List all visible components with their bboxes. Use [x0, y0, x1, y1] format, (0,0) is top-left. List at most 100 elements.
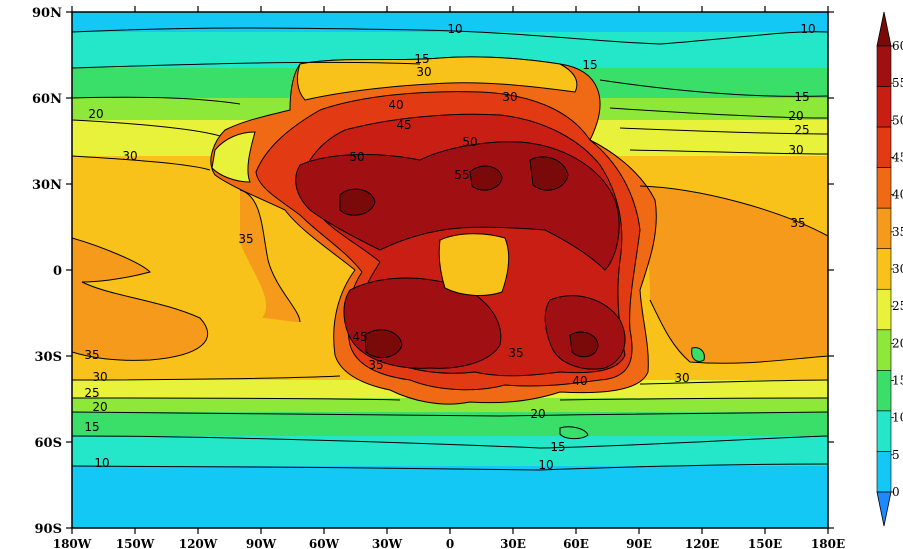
contour-35-central — [239, 189, 301, 323]
contour-label: 35 — [790, 216, 805, 230]
colorbar-arrow-bottom — [876, 491, 892, 527]
contour-label: 30 — [122, 149, 137, 163]
band-cyan-south — [72, 466, 828, 528]
inland-lake — [438, 233, 510, 296]
contour-25-south — [72, 397, 828, 401]
coast-fringe-west — [211, 131, 256, 183]
contour-label: 25 — [84, 386, 99, 400]
contour-label: 20 — [92, 400, 107, 414]
colorbar-label: 15 — [892, 374, 903, 388]
lat-tick-label: 30N — [32, 178, 62, 193]
contour-15-south — [72, 435, 828, 449]
colorbar-segment — [876, 86, 892, 128]
contour-label: 35 — [84, 348, 99, 362]
contour-label: 25 — [794, 123, 809, 137]
contour-label: 15 — [84, 420, 99, 434]
contour-label: 35 — [368, 358, 383, 372]
lon-tick-label: 120E — [685, 537, 719, 549]
contour-label: 35 — [508, 346, 523, 360]
colorbar-segment — [876, 167, 892, 209]
coast-fringe-north — [296, 56, 578, 101]
contour-label: 30 — [788, 143, 803, 157]
lon-tick-label: 180W — [53, 537, 92, 549]
contour-15-north — [72, 61, 828, 97]
contour-10-south — [72, 463, 828, 471]
lat-tick-label: 60N — [32, 92, 62, 107]
colorbar-segment — [876, 207, 892, 250]
colorbar-segment — [876, 451, 892, 493]
contour-label: 35 — [238, 232, 253, 246]
lon-tick-label: 60W — [309, 537, 340, 549]
colorbar-segment — [876, 329, 892, 371]
contour-30-south — [72, 375, 828, 385]
contour-label: 15 — [550, 440, 565, 454]
lon-tick-label: 30E — [500, 537, 526, 549]
lon-tick-label: 150W — [116, 537, 155, 549]
contour-20-south — [72, 411, 828, 417]
colorbar-label: 10 — [892, 411, 903, 425]
colorbar-label: 45 — [892, 151, 903, 165]
contour-label: 10 — [538, 458, 553, 472]
colorbar-label: 20 — [892, 336, 903, 350]
contour-10-north — [72, 27, 828, 45]
colorbar-segment — [876, 45, 892, 87]
colorbar-segment — [876, 248, 892, 290]
contour-label: 50 — [462, 135, 477, 149]
contour-label: 55 — [454, 168, 469, 182]
lon-tick-label: 90W — [246, 537, 277, 549]
lat-tick-label: 30S — [35, 350, 62, 365]
lon-tick-label: 120W — [179, 537, 218, 549]
island-east — [691, 347, 705, 362]
lon-tick-label: 180E — [811, 537, 845, 549]
contour-lines — [72, 27, 828, 471]
contour-label: 40 — [388, 98, 403, 112]
contour-35-east — [649, 299, 828, 364]
lon-tick-label: 0 — [446, 537, 454, 549]
colorbar-label: 60 — [892, 39, 903, 53]
contour-label: 50 — [349, 150, 364, 164]
orange-west — [72, 238, 208, 361]
colorbar-label: 40 — [892, 188, 903, 202]
contour-label: 30 — [416, 65, 431, 79]
orange-east — [640, 186, 828, 364]
islands — [559, 347, 705, 440]
lat-tick-label: 0 — [53, 264, 62, 279]
lat-tick-label: 90S — [35, 522, 62, 537]
colorbar-label: 0 — [892, 485, 900, 499]
island-south — [559, 426, 589, 440]
map-field — [72, 12, 828, 528]
colorbar-arrow-top — [876, 11, 892, 47]
continent-55-spots — [339, 156, 599, 359]
contour-label: 45 — [352, 330, 367, 344]
contour-30-north — [72, 149, 828, 171]
contour-35-west — [72, 237, 209, 361]
contour-label: 15 — [414, 52, 429, 66]
colorbar-segment — [876, 288, 892, 331]
lon-tick-label: 90E — [626, 537, 652, 549]
colorbar-label: 5 — [892, 448, 900, 462]
colorbar-label: 50 — [892, 113, 903, 127]
contour-label: 45 — [396, 118, 411, 132]
contour-label: 30 — [502, 90, 517, 104]
contour-label: 30 — [92, 370, 107, 384]
contour-label: 20 — [88, 107, 103, 121]
lon-tick-label: 30W — [372, 537, 403, 549]
band-lime-south — [72, 398, 828, 412]
colorbar-segment — [876, 370, 892, 412]
orange-central-west — [240, 190, 300, 322]
colorbar-segment — [876, 410, 892, 452]
contour-label: 20 — [788, 109, 803, 123]
contour-25-north — [72, 119, 828, 137]
contour-label: 10 — [94, 456, 109, 470]
contour-label: 40 — [572, 374, 587, 388]
colorbar-label: 30 — [892, 262, 903, 276]
band-teal-south — [72, 436, 828, 466]
contour-label: 15 — [582, 58, 597, 72]
lon-tick-label: 150E — [748, 537, 782, 549]
lon-tick-label: 60E — [563, 537, 589, 549]
colorbar-label: 55 — [892, 76, 903, 90]
colorbar-label: 35 — [892, 225, 903, 239]
